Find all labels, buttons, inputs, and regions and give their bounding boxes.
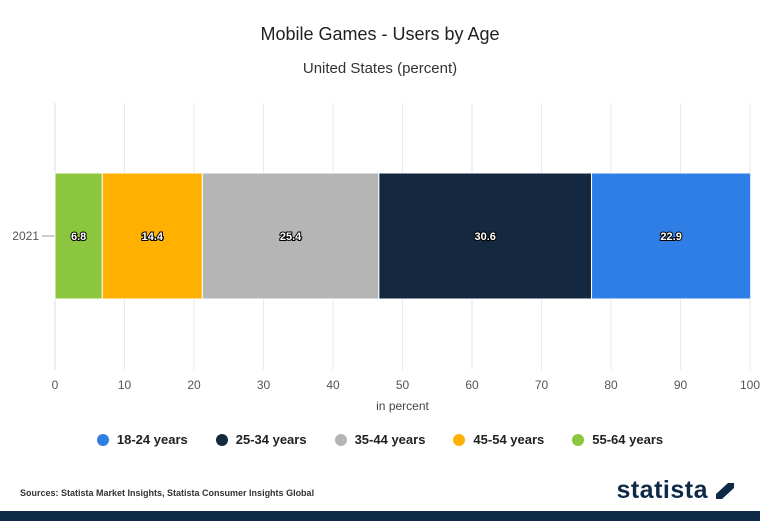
- brand-name: statista: [616, 476, 708, 504]
- legend-marker: [96, 433, 109, 446]
- data-label: 30.6: [474, 231, 495, 243]
- statista-logo-icon: [716, 482, 734, 499]
- bar-segment-25-34-years: [378, 172, 593, 300]
- footer-band: [0, 511, 760, 521]
- x-tick-label: 50: [396, 378, 410, 392]
- source-note: Sources: Statista Market Insights, Stati…: [20, 488, 315, 498]
- y-tick-label: 2021: [12, 229, 39, 243]
- x-tick-label: 10: [118, 378, 132, 392]
- legend-label: 25-34 years: [235, 432, 307, 447]
- legend-marker: [453, 433, 466, 446]
- legend-item[interactable]: 45-54 years: [453, 432, 544, 447]
- legend-item[interactable]: 55-64 years: [572, 432, 663, 447]
- bar-segment-45-54-years: [101, 172, 203, 300]
- x-tick-label: 0: [52, 378, 59, 392]
- x-tick-label: 40: [326, 378, 340, 392]
- data-label: 14.4: [142, 231, 164, 243]
- x-axis-label: in percent: [376, 399, 429, 413]
- legend-item[interactable]: 25-34 years: [215, 432, 307, 447]
- chart-subtitle: United States (percent): [302, 60, 458, 77]
- bar-segment-55-64-years: [54, 172, 103, 300]
- legend-label: 35-44 years: [354, 432, 426, 447]
- x-tick-label: 60: [465, 378, 479, 392]
- x-tick-label: 90: [674, 378, 688, 392]
- data-label: 6.8: [71, 231, 86, 243]
- statista-logo[interactable]: statista: [616, 476, 738, 505]
- data-label: 25.4: [280, 231, 302, 243]
- chart-title: Mobile Games - Users by Age: [260, 24, 500, 44]
- bar-segment-18-24-years: [591, 172, 752, 300]
- legend-marker: [334, 433, 347, 446]
- bar-segment-35-44-years: [201, 172, 380, 300]
- legend-label: 55-64 years: [592, 432, 664, 447]
- stacked-bar-chart: 0 10 20 30 40 50 60 70 80 90 100 in percent 2021 6.8 1…: [12, 103, 760, 413]
- legend-label: 45-54 years: [473, 432, 545, 447]
- x-tick-label: 80: [604, 378, 618, 392]
- x-tick-label: 70: [535, 378, 549, 392]
- data-label: 22.9: [660, 231, 681, 243]
- legend-marker: [215, 433, 228, 446]
- chart-legend: 18-24 years 25-34 years 35-44 years 45-54 y…: [0, 432, 760, 447]
- legend-marker: [572, 433, 585, 446]
- legend-label: 18-24 years: [116, 432, 188, 447]
- legend-item[interactable]: 18-24 years: [96, 432, 188, 447]
- x-tick-label: 30: [257, 378, 271, 392]
- legend-item[interactable]: 35-44 years: [334, 432, 426, 447]
- x-tick-label: 20: [187, 378, 201, 392]
- x-tick-label: 100: [740, 378, 760, 392]
